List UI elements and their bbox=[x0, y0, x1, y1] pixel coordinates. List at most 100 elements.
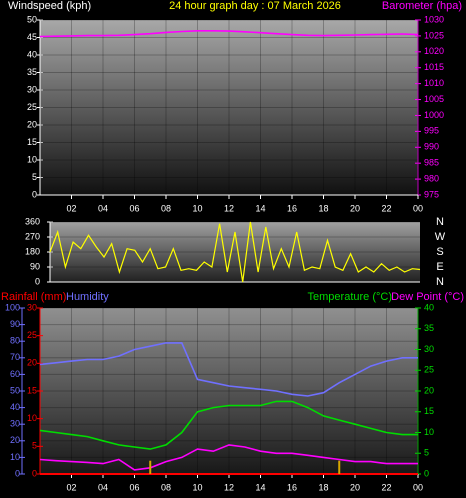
y-tick-label: 35 bbox=[27, 67, 37, 77]
y2-tick-label: 985 bbox=[424, 158, 439, 168]
x-tick-label: 20 bbox=[350, 482, 360, 492]
x-tick-label: 16 bbox=[287, 482, 297, 492]
x-tick-label: 10 bbox=[192, 203, 202, 213]
y2-tick-label: 1015 bbox=[424, 62, 444, 72]
y2-tick-label: 1025 bbox=[424, 30, 444, 40]
y-tick-label: 20 bbox=[10, 435, 20, 445]
y2-tick-label: 5 bbox=[424, 448, 429, 458]
rain-bar bbox=[338, 460, 341, 474]
y2-tick-label: 990 bbox=[424, 142, 439, 152]
series-line bbox=[39, 342, 418, 397]
x-tick-label: 18 bbox=[318, 482, 328, 492]
x-tick-label: 18 bbox=[318, 203, 328, 213]
y-tick-label: 100 bbox=[5, 302, 20, 312]
y2-tick-label: 1000 bbox=[424, 110, 444, 120]
series-line bbox=[39, 444, 418, 471]
y-axis-label: Windspeed (kph) bbox=[8, 0, 91, 12]
x-tick-label: 02 bbox=[66, 482, 76, 492]
series-line bbox=[39, 29, 419, 38]
y-tick-label: 360 bbox=[25, 216, 40, 226]
compass-label: E bbox=[436, 261, 443, 273]
y2-tick-label: 25 bbox=[424, 365, 434, 375]
y-tick-label: 10 bbox=[27, 154, 37, 164]
y2-tick-label: 1030 bbox=[424, 14, 444, 24]
y-tick-label: 45 bbox=[27, 32, 37, 42]
chart-title: 24 hour graph day : 07 March 2026 bbox=[169, 0, 341, 12]
y-tick-label: 90 bbox=[30, 261, 40, 271]
x-tick-label: 10 bbox=[192, 482, 202, 492]
y-tick-label: 90 bbox=[10, 319, 20, 329]
y2-tick-label: 35 bbox=[424, 323, 434, 333]
y3-tick-label: 5 bbox=[32, 441, 37, 451]
y2-tick-label: 15 bbox=[424, 406, 434, 416]
y3-tick-label: 15 bbox=[27, 385, 37, 395]
x-tick-label: 08 bbox=[161, 203, 171, 213]
x-tick-label: 00 bbox=[413, 482, 423, 492]
series-line bbox=[39, 400, 418, 450]
y2-axis-label: Barometer (hpa) bbox=[382, 0, 462, 12]
y-tick-label: 80 bbox=[10, 336, 20, 346]
y-tick-label: 60 bbox=[10, 369, 20, 379]
legend-humidity: Humidity bbox=[66, 291, 109, 303]
y-tick-label: 30 bbox=[10, 419, 20, 429]
y2-tick-label: 980 bbox=[424, 173, 439, 183]
y2-tick-label: 1005 bbox=[424, 94, 444, 104]
x-tick-label: 12 bbox=[224, 482, 234, 492]
y-tick-label: 40 bbox=[27, 49, 37, 59]
y-tick-label: 50 bbox=[10, 385, 20, 395]
compass-label: W bbox=[435, 231, 446, 243]
x-tick-label: 00 bbox=[413, 203, 423, 213]
legend-rainfall: Rainfall (mm) bbox=[1, 291, 66, 303]
y3-tick-label: 25 bbox=[27, 330, 37, 340]
y-tick-label: 0 bbox=[35, 276, 40, 286]
plot-bg bbox=[40, 308, 418, 474]
y2-tick-label: 975 bbox=[424, 189, 439, 199]
y2-tick-label: 30 bbox=[424, 344, 434, 354]
x-tick-label: 16 bbox=[287, 203, 297, 213]
x-tick-label: 14 bbox=[255, 203, 265, 213]
x-tick-label: 14 bbox=[255, 482, 265, 492]
y3-tick-label: 30 bbox=[27, 302, 37, 312]
compass-label: N bbox=[436, 216, 444, 228]
y-tick-label: 270 bbox=[25, 231, 40, 241]
y2-tick-label: 1010 bbox=[424, 78, 444, 88]
y-tick-label: 40 bbox=[10, 402, 20, 412]
x-tick-label: 06 bbox=[129, 203, 139, 213]
plot-bg bbox=[40, 20, 418, 195]
y2-tick-label: 0 bbox=[424, 468, 429, 478]
y-tick-label: 50 bbox=[27, 14, 37, 24]
y2-tick-label: 10 bbox=[424, 427, 434, 437]
y-tick-label: 70 bbox=[10, 352, 20, 362]
legend-temperature: Temperature (°C) bbox=[308, 291, 392, 303]
y2-tick-label: 20 bbox=[424, 385, 434, 395]
y-tick-label: 0 bbox=[15, 468, 20, 478]
y2-tick-label: 1020 bbox=[424, 46, 444, 56]
y-tick-label: 180 bbox=[25, 246, 40, 256]
x-tick-label: 04 bbox=[98, 482, 108, 492]
y-tick-label: 25 bbox=[27, 102, 37, 112]
y3-tick-label: 10 bbox=[27, 413, 37, 423]
x-tick-label: 02 bbox=[66, 203, 76, 213]
y3-tick-label: 20 bbox=[27, 358, 37, 368]
y-tick-label: 0 bbox=[32, 189, 37, 199]
y-tick-label: 30 bbox=[27, 84, 37, 94]
x-tick-label: 22 bbox=[381, 482, 391, 492]
y-tick-label: 10 bbox=[10, 452, 20, 462]
x-tick-label: 12 bbox=[224, 203, 234, 213]
x-tick-label: 08 bbox=[161, 482, 171, 492]
y-tick-label: 20 bbox=[27, 119, 37, 129]
x-tick-label: 20 bbox=[350, 203, 360, 213]
compass-label: N bbox=[436, 276, 444, 288]
y-tick-label: 15 bbox=[27, 137, 37, 147]
x-tick-label: 04 bbox=[98, 203, 108, 213]
y-tick-label: 5 bbox=[32, 172, 37, 182]
x-tick-label: 06 bbox=[129, 482, 139, 492]
series-line bbox=[49, 221, 421, 283]
y2-tick-label: 995 bbox=[424, 126, 439, 136]
compass-label: S bbox=[436, 246, 443, 258]
x-tick-label: 22 bbox=[381, 203, 391, 213]
legend-dew-point: Dew Point (°C) bbox=[391, 291, 464, 303]
y3-tick-label: 0 bbox=[32, 468, 37, 478]
y2-tick-label: 40 bbox=[424, 302, 434, 312]
